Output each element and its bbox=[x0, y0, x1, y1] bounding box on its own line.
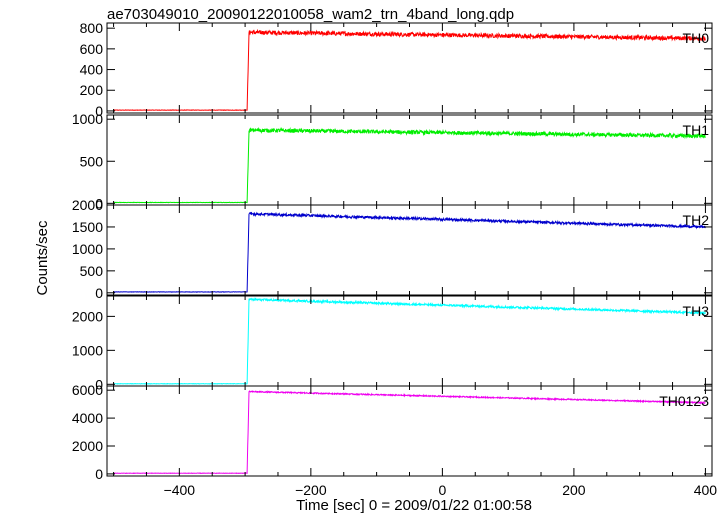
x-tick-label: 0 bbox=[438, 482, 446, 498]
series-line-th0 bbox=[113, 28, 706, 111]
y-tick-label: 500 bbox=[80, 263, 104, 279]
y-tick-label: 0 bbox=[95, 195, 103, 211]
y-tick-label: 2000 bbox=[72, 438, 103, 454]
y-tick-label: 2000 bbox=[72, 308, 103, 324]
panel-frame bbox=[106, 114, 713, 206]
panel-label-th0: TH0 bbox=[683, 30, 710, 46]
x-tick-label: 200 bbox=[562, 482, 586, 498]
panel-th0: 0 200 400 600 800 TH0 bbox=[80, 20, 713, 119]
x-tick-label: 400 bbox=[694, 482, 718, 498]
y-tick-label: 500 bbox=[80, 153, 104, 169]
series-line-th1 bbox=[113, 126, 706, 204]
panel-label-th3: TH3 bbox=[683, 303, 710, 319]
y-tick-label: 800 bbox=[80, 20, 104, 36]
panel-frame bbox=[106, 385, 713, 477]
y-axis-label: Counts/sec bbox=[34, 220, 51, 296]
x-axis-label: Time [sec] 0 = 2009/01/22 01:00:58 bbox=[296, 497, 532, 514]
panel-th1: 0 500 1000 TH1 bbox=[72, 111, 713, 211]
y-tick-label: 2000 bbox=[72, 197, 103, 213]
panel-label-th0123: TH0123 bbox=[659, 393, 709, 409]
y-tick-label: 1000 bbox=[72, 342, 103, 358]
panel-label-th2: TH2 bbox=[683, 212, 710, 228]
y-tick-label: 0 bbox=[95, 103, 103, 119]
panel-label-th1: TH1 bbox=[683, 122, 710, 138]
y-tick-label: 1000 bbox=[72, 111, 103, 127]
x-tick-label: −200 bbox=[295, 482, 327, 498]
y-tick-label: 4000 bbox=[72, 410, 103, 426]
series-line-th0123 bbox=[113, 390, 706, 475]
y-tick-label: 0 bbox=[95, 466, 103, 482]
y-tick-label: 0 bbox=[95, 285, 103, 301]
x-tick-label: −400 bbox=[164, 482, 196, 498]
y-tick-label: 600 bbox=[80, 41, 104, 57]
y-tick-label: 0 bbox=[95, 376, 103, 392]
series-line-th2 bbox=[113, 211, 706, 293]
series-line-th3 bbox=[113, 297, 706, 385]
y-tick-label: 1500 bbox=[72, 219, 103, 235]
panel-th3: 0 1000 2000 TH3 bbox=[72, 295, 713, 392]
panel-th2: 0 500 1000 1500 2000 TH2 bbox=[72, 197, 713, 301]
y-tick-label: 200 bbox=[80, 82, 104, 98]
y-tick-label: 6000 bbox=[72, 382, 103, 398]
panels-group: 0 200 400 600 800 TH0 0 500 1000 TH1 0 500 1000 1500 2… bbox=[72, 20, 717, 498]
chart-title: ae703049010_20090122010058_wam2_trn_4ban… bbox=[107, 6, 514, 23]
y-tick-label: 1000 bbox=[72, 241, 103, 257]
y-tick-label: 400 bbox=[80, 62, 104, 78]
panel-th0123: 0 2000 4000 6000 TH0123 bbox=[72, 382, 713, 482]
